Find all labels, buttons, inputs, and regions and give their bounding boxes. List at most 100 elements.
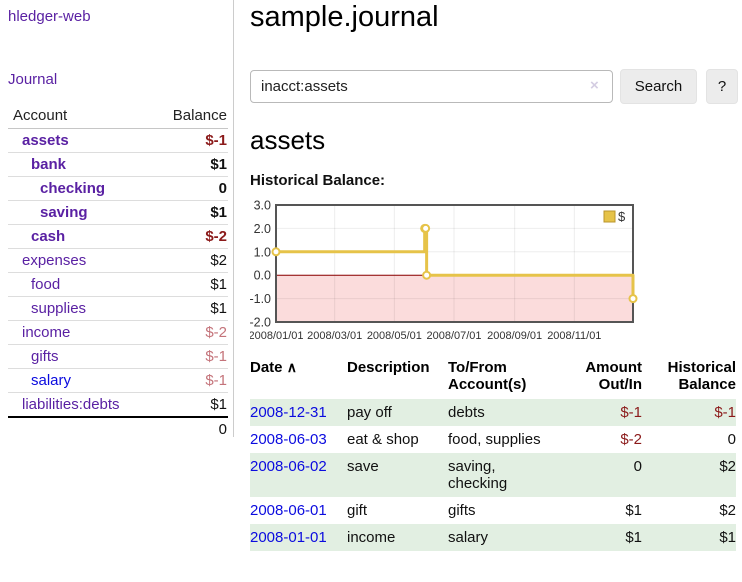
series-markers: [271, 223, 638, 304]
transaction-accounts: debts: [448, 404, 485, 421]
transaction-description: income: [347, 529, 396, 546]
account-cell: cash: [8, 224, 151, 249]
account-link[interactable]: expenses: [22, 252, 87, 269]
account-link[interactable]: salary: [31, 372, 72, 389]
transaction-accounts-cell: gifts: [448, 497, 562, 524]
transaction-date-cell: 2008-06-03: [250, 426, 347, 453]
register-header-date[interactable]: Date ∧: [250, 357, 347, 399]
accounts-total-spacer: [8, 416, 151, 441]
transaction-amount: $-2: [620, 431, 642, 448]
register-header-date-label: Date: [250, 359, 283, 376]
account-balance: $1: [150, 152, 228, 177]
account-balance: 0: [150, 176, 228, 201]
account-cell: income: [8, 320, 151, 345]
account-row: assets $-1: [8, 128, 228, 153]
transaction-balance: 0: [727, 431, 736, 448]
transaction-accounts-cell: salary: [448, 524, 562, 551]
account-link[interactable]: income: [22, 324, 71, 341]
account-row: food $1: [8, 272, 228, 297]
account-row: cash $-2: [8, 224, 228, 249]
transaction-description: pay off: [347, 404, 392, 421]
app-title-link[interactable]: hledger-web: [8, 8, 91, 25]
account-row: bank $1: [8, 152, 228, 177]
svg-text:3.0: 3.0: [254, 199, 271, 213]
account-balance: $-2: [150, 224, 228, 249]
help-button[interactable]: ?: [706, 69, 738, 104]
transaction-date-link[interactable]: 2008-06-01: [250, 502, 327, 519]
account-cell: saving: [8, 200, 151, 225]
account-balance: $1: [150, 272, 228, 297]
register-row: 2008-06-01 gift gifts $1 $2: [250, 497, 736, 524]
account-cell: expenses: [8, 248, 151, 273]
account-balance: $1: [150, 200, 228, 225]
transaction-date-link[interactable]: 2008-01-01: [250, 529, 327, 546]
register-row: 2008-06-03 eat & shop food, supplies $-2…: [250, 426, 736, 453]
account-row: salary $-1: [8, 368, 228, 393]
legend-swatch: [603, 210, 616, 223]
account-row: liabilities:debts $1: [8, 392, 228, 418]
historical-balance-chart: 3.0 2.0 1.0 0.0 -1.0 -2.0 2008/01/01 2008/03/01…: [248, 199, 742, 351]
account-link[interactable]: supplies: [31, 300, 87, 317]
sidebar-item-journal[interactable]: Journal: [8, 71, 58, 88]
account-balance: $-1: [150, 128, 228, 153]
transaction-date-cell: 2008-06-01: [250, 497, 347, 524]
account-link[interactable]: assets: [22, 132, 69, 149]
account-row: supplies $1: [8, 296, 228, 321]
transaction-amount: $1: [625, 502, 642, 519]
account-balance: $1: [150, 296, 228, 321]
svg-text:1.0: 1.0: [254, 245, 271, 259]
svg-text:2008/09/01: 2008/09/01: [487, 330, 542, 342]
search-button[interactable]: Search: [620, 69, 697, 104]
svg-text:2008/03/01: 2008/03/01: [307, 330, 362, 342]
transaction-date-cell: 2008-12-31: [250, 399, 347, 426]
accounts-total-row: 0: [8, 416, 228, 441]
search-form: × Search ?: [250, 69, 742, 105]
account-balance: $2: [150, 248, 228, 273]
account-cell: bank: [8, 152, 151, 177]
transaction-date-cell: 2008-06-02: [250, 453, 347, 497]
transaction-date-link[interactable]: 2008-06-03: [250, 431, 327, 448]
register-row: 2008-12-31 pay off debts $-1 $-1: [250, 399, 736, 426]
account-cell: supplies: [8, 296, 151, 321]
accounts-header-balance: Balance: [150, 104, 228, 129]
account-cell: checking: [8, 176, 151, 201]
account-link[interactable]: saving: [40, 204, 88, 221]
svg-text:2008/07/01: 2008/07/01: [426, 330, 481, 342]
account-link[interactable]: gifts: [31, 348, 59, 365]
transaction-date-link[interactable]: 2008-12-31: [250, 404, 327, 421]
transaction-accounts: saving, checking: [448, 458, 508, 492]
register-header-row: Date ∧ Description To/From Account(s) Am…: [250, 357, 736, 399]
account-cell: gifts: [8, 344, 151, 369]
transaction-balance: $-1: [714, 404, 736, 421]
account-link[interactable]: liabilities:debts: [22, 396, 120, 413]
transaction-date-link[interactable]: 2008-06-02: [250, 458, 327, 475]
transaction-amount: $1: [625, 529, 642, 546]
transaction-accounts: food, supplies: [448, 431, 541, 448]
register-table: Date ∧ Description To/From Account(s) Am…: [250, 357, 736, 551]
transaction-balance: $2: [719, 458, 736, 475]
register-header-amount: Amount Out/In: [585, 359, 642, 393]
legend-label: $: [618, 209, 626, 224]
account-link[interactable]: checking: [40, 180, 106, 197]
sort-ascending-icon: ∧: [286, 359, 297, 375]
negative-region: [276, 275, 633, 322]
account-link[interactable]: food: [31, 276, 61, 293]
transaction-description: save: [347, 458, 379, 475]
chart-title: Historical Balance:: [250, 172, 386, 189]
account-link[interactable]: bank: [31, 156, 67, 173]
transaction-date-cell: 2008-01-01: [250, 524, 347, 551]
register-row: 2008-01-01 income salary $1 $1: [250, 524, 736, 551]
account-heading: assets: [250, 125, 326, 155]
accounts-total-balance: 0: [150, 416, 228, 441]
register-header-balance: Historical Balance: [667, 359, 736, 393]
clear-search-icon[interactable]: ×: [590, 77, 599, 94]
account-link[interactable]: cash: [31, 228, 66, 245]
account-cell: liabilities:debts: [8, 392, 151, 418]
transaction-accounts-cell: saving, checking: [448, 453, 562, 497]
search-input[interactable]: [250, 70, 613, 103]
transaction-accounts: gifts: [448, 502, 476, 519]
account-row: checking 0: [8, 176, 228, 201]
account-row: saving $1: [8, 200, 228, 225]
